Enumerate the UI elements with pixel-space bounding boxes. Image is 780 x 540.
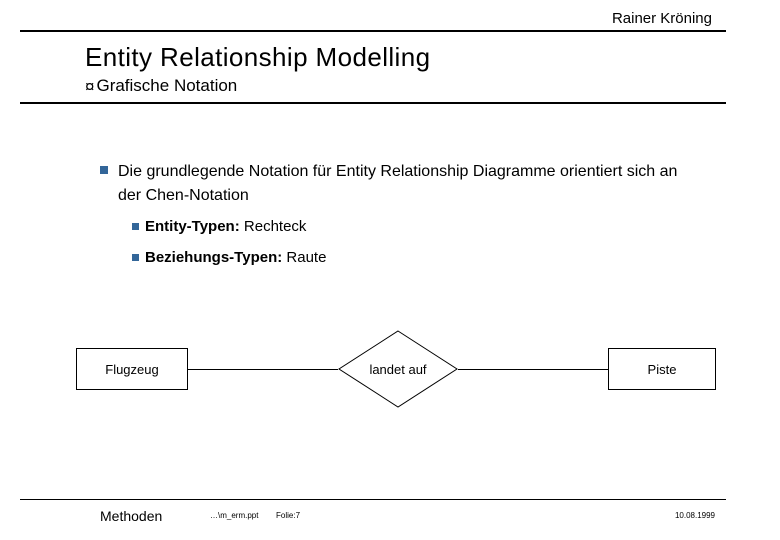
- sub-bullet-desc: Rechteck: [244, 218, 307, 235]
- entity-box-right: Piste: [608, 348, 716, 390]
- author-name: Rainer Kröning: [612, 10, 712, 27]
- square-bullet-icon: [132, 223, 139, 230]
- square-bullet-icon: [100, 166, 108, 174]
- list-item: Beziehungs-Typen: Raute: [132, 249, 326, 266]
- relationship-label: landet auf: [338, 330, 458, 408]
- sub-bullet-text: Beziehungs-Typen: Raute: [145, 249, 326, 266]
- subtitle-bullet-icon: ¤: [85, 78, 94, 95]
- divider-footer: [20, 499, 726, 500]
- sub-bullet-list: Entity-Typen: Rechteck Beziehungs-Typen:…: [132, 218, 326, 280]
- er-diagram: Flugzeug landet auf Piste: [76, 330, 716, 410]
- page-title: Entity Relationship Modelling: [85, 42, 430, 73]
- connector-line: [188, 369, 338, 370]
- footer-date: 10.08.1999: [675, 511, 715, 520]
- subtitle-text: Grafische Notation: [96, 76, 237, 96]
- sub-bullet-label: Entity-Typen:: [145, 218, 240, 235]
- main-bullet-text: Die grundlegende Notation für Entity Rel…: [118, 160, 680, 208]
- footer-filename: …\m_erm.ppt: [210, 511, 258, 520]
- square-bullet-icon: [132, 254, 139, 261]
- footer-section: Methoden: [100, 508, 162, 524]
- sub-bullet-desc: Raute: [286, 249, 326, 266]
- relationship-diamond: landet auf: [338, 330, 458, 408]
- divider-under-title: [20, 102, 726, 104]
- entity-box-left: Flugzeug: [76, 348, 188, 390]
- list-item: Entity-Typen: Rechteck: [132, 218, 326, 235]
- footer-slide-number: Folie:7: [276, 511, 300, 520]
- connector-line: [458, 369, 608, 370]
- divider-top: [20, 30, 726, 32]
- subtitle-row: ¤ Grafische Notation: [85, 76, 237, 96]
- main-bullet: Die grundlegende Notation für Entity Rel…: [100, 160, 680, 208]
- sub-bullet-text: Entity-Typen: Rechteck: [145, 218, 306, 235]
- sub-bullet-label: Beziehungs-Typen:: [145, 249, 282, 266]
